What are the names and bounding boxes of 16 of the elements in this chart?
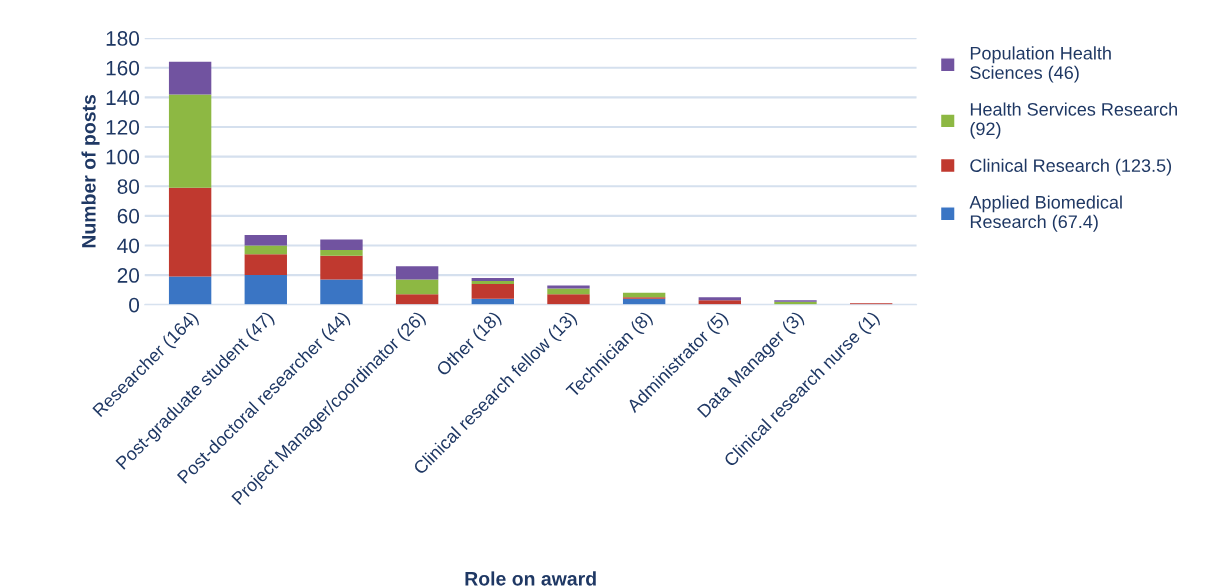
- y-tick-label: 40: [117, 238, 140, 254]
- legend-label: Clinical Research (123.5): [970, 158, 1172, 176]
- legend-label: Health Services Research (92): [970, 102, 1177, 139]
- y-tick-label: 20: [117, 268, 140, 283]
- y-tick-label: 100: [106, 149, 140, 165]
- y-tick-label: 80: [117, 179, 140, 194]
- y-tick-label: 140: [106, 90, 140, 106]
- legend-label: Population Health Sciences (46): [970, 46, 1111, 83]
- y-tick-label: 0: [129, 297, 140, 313]
- legend-label: Applied Biomedical Research (67.4): [969, 195, 1122, 232]
- y-tick-label: 180: [106, 31, 140, 46]
- y-axis-title: Number of posts: [81, 94, 100, 248]
- y-tick-label: 60: [117, 208, 140, 224]
- y-tick-label: 160: [106, 60, 140, 76]
- x-axis-title: Role on award: [465, 571, 596, 586]
- y-tick-label: 120: [106, 119, 140, 135]
